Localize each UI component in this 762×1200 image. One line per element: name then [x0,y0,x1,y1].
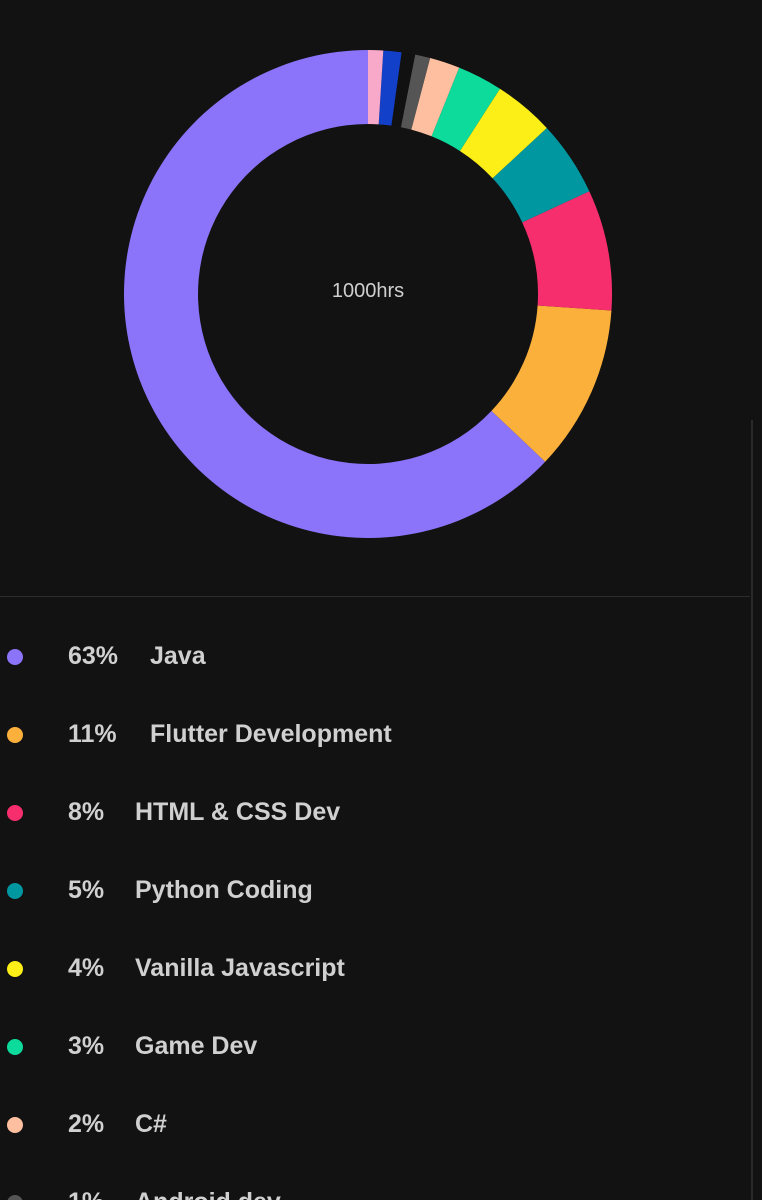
scroll-edge [751,420,753,1200]
legend-dot-icon [7,727,23,743]
legend-label: Python Coding [135,876,313,904]
legend-percent: 8% [68,798,105,826]
donut-slice-game-dev [431,67,500,151]
legend-dot-icon [7,1195,23,1200]
legend-item-csharp[interactable]: 2% C# [0,1105,740,1145]
legend-label: Flutter Development [150,720,392,748]
chart-center-label: 1000hrs [331,280,405,302]
legend-percent: 11% [68,720,117,748]
legend-item-java[interactable]: 63% Java [0,637,740,677]
legend-label: Vanilla Javascript [135,954,345,982]
legend-percent: 63% [68,642,119,670]
legend-dot-icon [7,1117,23,1133]
legend-percent: 1% [68,1188,104,1200]
legend-label: Java [150,642,206,670]
legend-dot-icon [7,961,23,977]
legend-dot-icon [7,883,23,899]
donut-slice-c [411,58,460,137]
donut-slice-android-dev [400,54,431,130]
donut-slice-unlabeled-9 [378,50,402,126]
donut-slice-unlabeled-8 [391,52,416,128]
legend-percent: 2% [68,1110,105,1138]
legend-dot-icon [7,805,23,821]
legend-item-python[interactable]: 5% Python Coding [0,871,740,911]
legend-item-html-css[interactable]: 8% HTML & CSS Dev [0,793,740,833]
donut-slice-vanilla-javascript [459,88,547,179]
legend-label: Android dev [135,1188,281,1200]
legend-label: Game Dev [135,1032,258,1060]
legend-item-android[interactable]: 1% Android dev [0,1183,740,1200]
legend-percent: 5% [68,876,105,904]
divider [0,596,750,597]
legend-label: C# [135,1110,167,1138]
donut-slice-flutter-development [491,305,612,462]
legend-dot-icon [7,1039,23,1055]
legend-label: HTML & CSS Dev [135,798,341,826]
donut-slice-unlabeled-10 [368,50,384,125]
legend-percent: 3% [68,1032,105,1060]
legend-item-flutter[interactable]: 11% Flutter Development [0,715,740,755]
donut-slice-html-css-dev [522,191,612,311]
legend-item-javascript[interactable]: 4% Vanilla Javascript [0,949,740,989]
donut-chart: 1000hrs [0,0,762,590]
donut-chart-svg [123,50,612,539]
donut-slice-java [123,50,546,539]
legend-dot-icon [7,649,23,665]
legend-percent: 4% [68,954,105,982]
donut-slice-python-coding [492,127,590,223]
legend-item-game-dev[interactable]: 3% Game Dev [0,1027,740,1067]
